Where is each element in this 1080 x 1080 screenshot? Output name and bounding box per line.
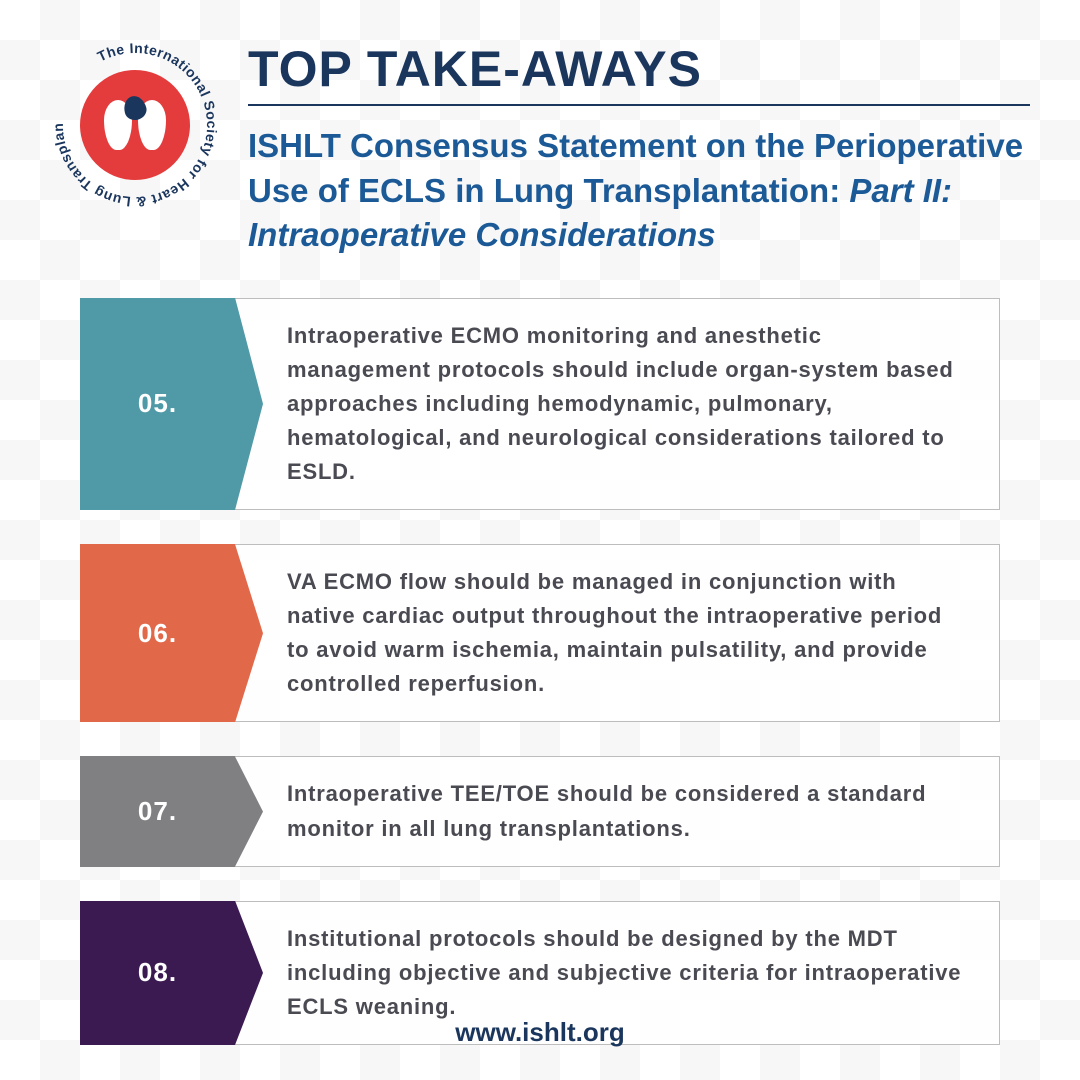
item-body: Intraoperative ECMO monitoring and anest… bbox=[235, 298, 1000, 510]
list-item: 06. VA ECMO flow should be managed in co… bbox=[80, 544, 1000, 722]
item-number-tag: 07. bbox=[80, 756, 235, 866]
items-list: 05. Intraoperative ECMO monitoring and a… bbox=[50, 298, 1030, 1045]
item-body: VA ECMO flow should be managed in conjun… bbox=[235, 544, 1000, 722]
list-item: 05. Intraoperative ECMO monitoring and a… bbox=[80, 298, 1000, 510]
logo-ring: The International Society for Heart & Lu… bbox=[50, 40, 220, 210]
org-logo: The International Society for Heart & Lu… bbox=[50, 40, 220, 210]
footer-url: www.ishlt.org bbox=[0, 1017, 1080, 1048]
page-subtitle: ISHLT Consensus Statement on the Periope… bbox=[248, 124, 1030, 258]
header: The International Society for Heart & Lu… bbox=[50, 40, 1030, 258]
logo-inner-circle bbox=[80, 70, 190, 180]
page-title: TOP TAKE-AWAYS bbox=[248, 40, 1030, 106]
lungs-icon bbox=[100, 90, 170, 160]
item-number-tag: 05. bbox=[80, 298, 235, 510]
title-block: TOP TAKE-AWAYS ISHLT Consensus Statement… bbox=[248, 40, 1030, 258]
page: The International Society for Heart & Lu… bbox=[0, 0, 1080, 1045]
item-body: Intraoperative TEE/TOE should be conside… bbox=[235, 756, 1000, 866]
item-number-tag: 06. bbox=[80, 544, 235, 722]
list-item: 07. Intraoperative TEE/TOE should be con… bbox=[80, 756, 1000, 866]
